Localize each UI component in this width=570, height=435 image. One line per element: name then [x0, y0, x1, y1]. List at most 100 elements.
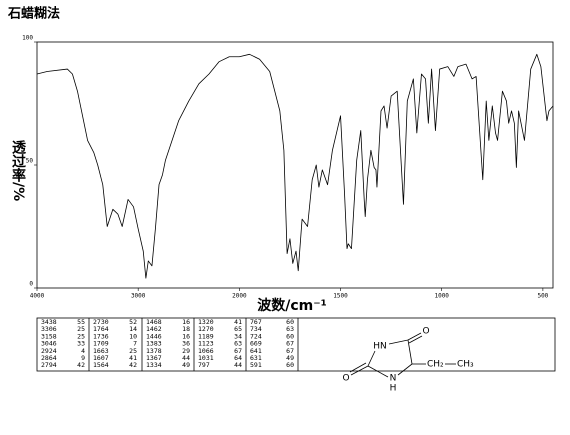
peak-transmittance: 10 — [129, 332, 137, 340]
atom-label: N — [390, 374, 397, 384]
peak-transmittance: 14 — [129, 325, 137, 333]
peak-transmittance: 29 — [182, 347, 190, 355]
peak-transmittance: 52 — [129, 318, 137, 326]
peak-wavenumber: 3158 — [41, 332, 57, 340]
peak-wavenumber: 1367 — [146, 354, 162, 362]
peak-wavenumber: 1709 — [93, 340, 109, 348]
bond — [367, 350, 376, 367]
atom-label: O — [422, 327, 429, 337]
peak-transmittance: 4 — [81, 347, 85, 355]
peak-transmittance: 44 — [234, 361, 242, 369]
bond — [350, 365, 369, 376]
y-tick-label: 50 — [26, 158, 34, 165]
peak-table — [36, 317, 556, 372]
bond — [408, 335, 423, 344]
peak-wavenumber: 631 — [250, 354, 262, 362]
peak-transmittance: 44 — [182, 354, 190, 362]
bond — [367, 365, 389, 378]
peak-wavenumber: 1663 — [93, 347, 109, 355]
structure: O HN O NH CH₂ CH₃ — [342, 327, 474, 394]
peak-wavenumber: 767 — [250, 318, 262, 326]
peak-transmittance: 25 — [77, 325, 85, 333]
spectrum-line — [36, 53, 554, 279]
peak-wavenumber: 1031 — [198, 354, 214, 362]
peak-wavenumber: 1123 — [198, 340, 214, 348]
atom-label: O — [342, 374, 349, 384]
peak-wavenumber: 1764 — [93, 325, 109, 333]
bond — [407, 339, 413, 365]
atom-label: HN — [373, 342, 387, 352]
peak-wavenumber: 3046 — [41, 340, 57, 348]
atom-label: CH₂ — [427, 360, 444, 370]
peak-wavenumber: 1736 — [93, 332, 109, 340]
x-tick-label: 1500 — [333, 293, 348, 300]
peak-wavenumber: 2924 — [41, 347, 57, 355]
y-axis-label: 透过率/% — [10, 140, 26, 201]
atom-label: CH₃ — [457, 360, 474, 370]
x-axis-label: 波数/cm⁻¹ — [257, 297, 327, 314]
peak-transmittance: 63 — [234, 340, 242, 348]
peak-wavenumber: 1378 — [146, 347, 162, 355]
bond — [407, 332, 422, 341]
peak-transmittance: 41 — [129, 354, 137, 362]
peak-transmittance: 55 — [77, 318, 85, 326]
peak-wavenumber: 1564 — [93, 361, 109, 369]
peak-transmittance: 49 — [182, 361, 190, 369]
peak-wavenumber: 1334 — [146, 361, 162, 369]
peak-transmittance: 36 — [182, 340, 190, 348]
peak-transmittance: 25 — [129, 347, 137, 355]
peak-transmittance: 18 — [182, 325, 190, 333]
peak-wavenumber: 3438 — [41, 318, 57, 326]
peak-wavenumber: 1189 — [198, 332, 214, 340]
peak-wavenumber: 1383 — [146, 340, 162, 348]
x-tick-label: 3000 — [131, 293, 146, 300]
peak-wavenumber: 1270 — [198, 325, 214, 333]
x-tick-label: 500 — [537, 293, 548, 300]
peak-wavenumber: 1607 — [93, 354, 109, 362]
peak-wavenumber: 797 — [198, 361, 210, 369]
peak-transmittance: 67 — [286, 347, 294, 355]
x-tick-label: 1000 — [434, 293, 449, 300]
peak-transmittance: 60 — [286, 361, 294, 369]
peak-transmittance: 34 — [234, 332, 242, 340]
peak-transmittance: 67 — [286, 340, 294, 348]
peak-transmittance: 7 — [133, 340, 137, 348]
x-tick-label: 4000 — [30, 293, 45, 300]
peak-transmittance: 9 — [81, 354, 85, 362]
peak-wavenumber: 3306 — [41, 325, 57, 333]
peak-wavenumber: 724 — [250, 332, 262, 340]
method-title: 石蜡糊法 — [7, 6, 60, 22]
peak-transmittance: 42 — [129, 361, 137, 369]
peak-wavenumber: 734 — [250, 325, 262, 333]
peak-wavenumber: 1446 — [146, 332, 162, 340]
y-tick-label: 0 — [29, 281, 33, 288]
peak-transmittance: 60 — [286, 318, 294, 326]
peak-wavenumber: 2864 — [41, 354, 57, 362]
peak-wavenumber: 1462 — [146, 325, 162, 333]
peak-transmittance: 65 — [234, 325, 242, 333]
peak-transmittance: 63 — [286, 325, 294, 333]
peak-transmittance: 25 — [77, 332, 85, 340]
atom-label: H — [390, 384, 397, 394]
peak-transmittance: 42 — [77, 361, 85, 369]
y-tick-label: 100 — [22, 35, 33, 42]
bond — [388, 339, 409, 345]
peak-transmittance: 64 — [234, 354, 242, 362]
plot-frame — [36, 41, 554, 289]
peak-wavenumber: 669 — [250, 340, 262, 348]
peak-transmittance: 16 — [182, 318, 190, 326]
peak-transmittance: 16 — [182, 332, 190, 340]
bond — [397, 363, 413, 376]
peak-transmittance: 49 — [286, 354, 294, 362]
peak-wavenumber: 641 — [250, 347, 262, 355]
bond — [349, 362, 367, 373]
peak-transmittance: 33 — [77, 340, 85, 348]
peak-transmittance: 60 — [286, 332, 294, 340]
peak-wavenumber: 591 — [250, 361, 262, 369]
peak-transmittance: 41 — [234, 318, 242, 326]
peak-wavenumber: 2730 — [93, 318, 109, 326]
peak-wavenumber: 2794 — [41, 361, 57, 369]
peak-wavenumber: 1320 — [198, 318, 214, 326]
table-frame — [36, 317, 556, 372]
